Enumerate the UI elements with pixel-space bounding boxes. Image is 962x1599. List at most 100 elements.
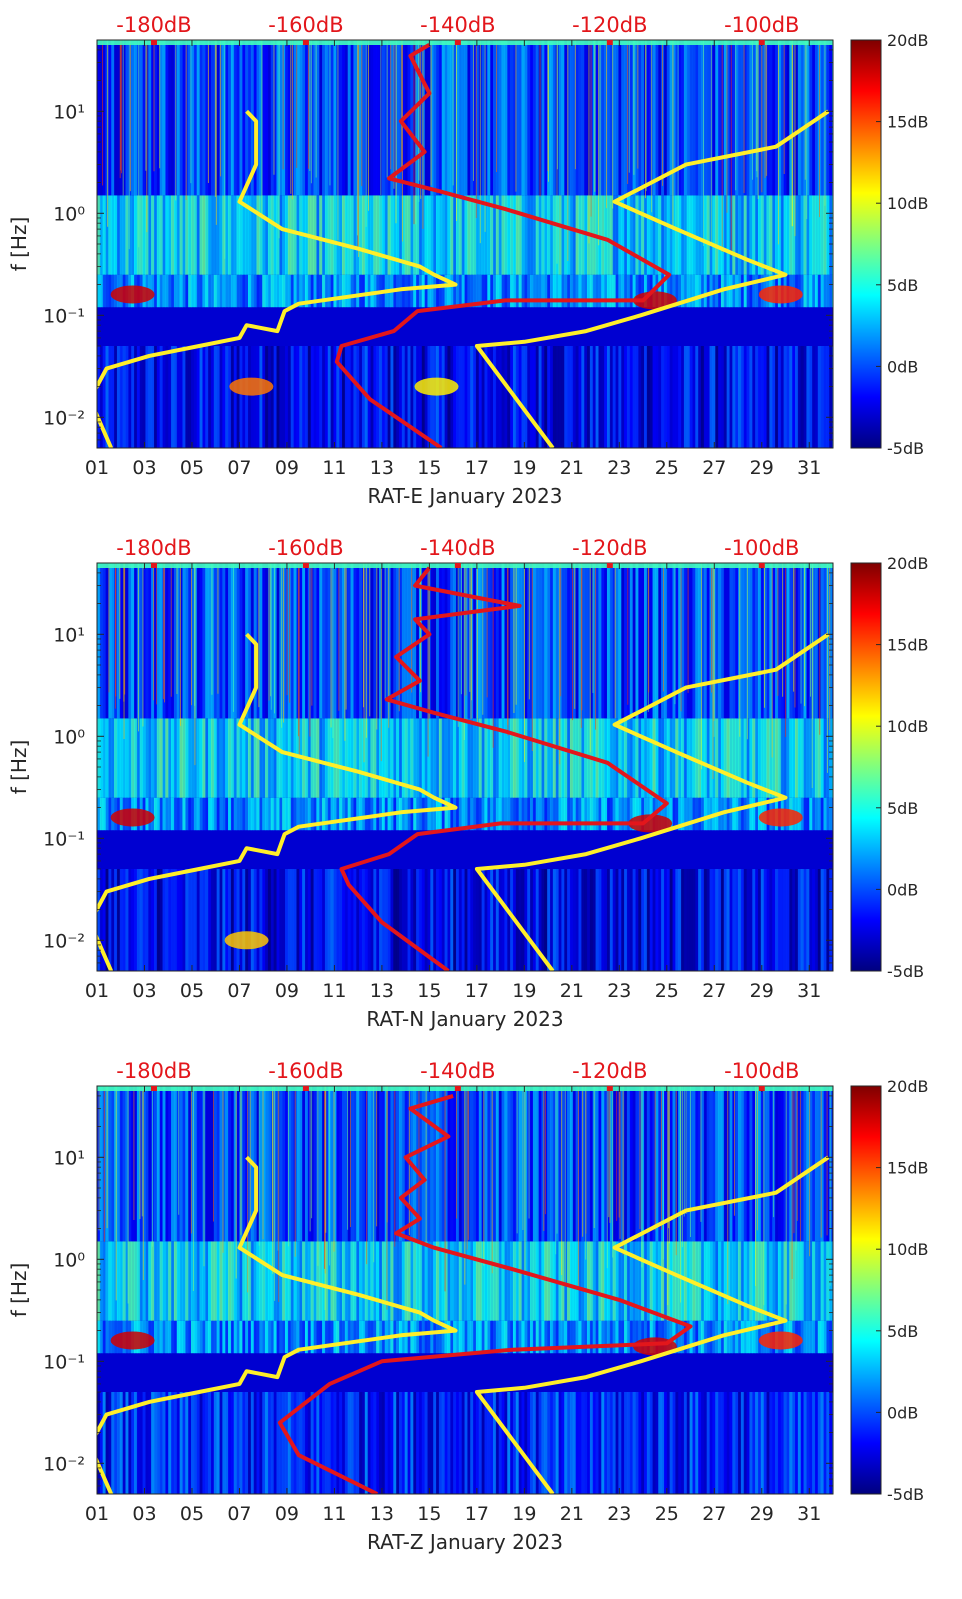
spectrogram-panel-3: 01 03 05 07 09 11 13 15 17 19 21 23 25 27 29 31 10⁻² 10⁻¹… [7,1059,929,1554]
db-scale-label: -100dB [724,536,799,560]
y-tick-label: 10⁻¹ [43,305,85,327]
x-tick-label: 05 [180,457,204,479]
series-average-noise [334,42,672,448]
x-axis-title: RAT-N January 2023 [366,1007,563,1031]
db-scale-label: -140dB [420,536,495,560]
colorbar-gradient [850,562,882,972]
x-tick-label: 15 [417,457,441,479]
x-tick-label: 23 [607,457,631,479]
colorbar: -5dB 0dB 5dB 10dB 15dB 20dB [850,31,929,458]
y-tick-label: 10⁰ [53,203,85,225]
hotspot-2 [632,291,677,310]
x-tick-label: 15 [417,1503,441,1525]
colorbar-tick-label: 20dB [887,31,929,50]
db-scale-label: -120dB [572,536,647,560]
colorbar-tick-label: 0dB [887,357,918,376]
x-tick-label: 13 [370,457,394,479]
db-scale-label: -180dB [116,13,191,37]
y-axis-title: f [Hz] [7,740,31,795]
colorbar-gradient [850,1085,882,1495]
colorbar-tick-label: 0dB [887,880,918,899]
db-scale-label: -140dB [420,13,495,37]
x-tick-label: 31 [797,1503,821,1525]
db-scale-mark [150,40,157,45]
series-noise-model-high [474,632,830,971]
db-scale-label: -100dB [724,13,799,37]
y-axis-title: f [Hz] [7,217,31,272]
db-scale-mark [606,40,613,45]
x-tick-label: 17 [465,1503,489,1525]
y-tick-label: 10⁻² [43,407,85,429]
hotspot-4 [224,931,269,950]
x-tick-label: 29 [750,980,774,1002]
db-scale-mark [302,563,309,568]
hotspot-3 [758,285,803,304]
db-scale-mark [454,40,461,45]
y-tick-label: 10⁻² [43,930,85,952]
plot-area [97,1086,833,1494]
y-tick-label: 10⁰ [53,1249,85,1271]
x-tick-label: 05 [180,980,204,1002]
db-scale-label: -180dB [116,536,191,560]
hotspot-3 [758,808,803,827]
x-tick-label: 23 [607,1503,631,1525]
x-tick-label: 09 [275,980,299,1002]
y-tick-label: 10¹ [53,624,85,646]
x-tick-label: 13 [370,980,394,1002]
x-tick-label: 29 [750,1503,774,1525]
x-tick-label: 03 [132,457,156,479]
x-tick-label: 19 [512,1503,536,1525]
db-scale-label: -160dB [268,13,343,37]
db-scale-mark [302,40,309,45]
colorbar-tick-label: 20dB [887,554,929,573]
x-tick-label: 27 [702,980,726,1002]
db-scale-label: -140dB [420,1059,495,1083]
colorbar-gradient [850,39,882,449]
x-tick-label: 25 [655,457,679,479]
db-scale-mark [150,563,157,568]
spectrogram-bands [97,563,833,971]
spectrogram-panel-1: 01 03 05 07 09 11 13 15 17 19 21 23 25 27 29 31 10⁻² 10⁻¹… [7,13,929,508]
spectrogram-panel-2: 01 03 05 07 09 11 13 15 17 19 21 23 25 27 29 31 10⁻² 10⁻¹… [7,536,929,1031]
x-tick-label: 23 [607,980,631,1002]
y-tick-label: 10⁻² [43,1453,85,1475]
x-tick-label: 31 [797,457,821,479]
db-scale-label: -180dB [116,1059,191,1083]
colorbar-tick-label: -5dB [887,962,924,981]
db-scale-label: -120dB [572,13,647,37]
x-tick-label: 07 [227,457,251,479]
x-tick-label: 07 [227,980,251,1002]
x-tick-label: 11 [322,980,346,1002]
x-tick-label: 01 [85,1503,109,1525]
x-tick-label: 19 [512,980,536,1002]
hotspot-3 [758,1331,803,1350]
db-scale-mark [758,563,765,568]
y-tick-label: 10⁰ [53,726,85,748]
x-tick-label: 07 [227,1503,251,1525]
db-scale-mark [454,1086,461,1091]
x-tick-label: 01 [85,457,109,479]
x-tick-label: 25 [655,980,679,1002]
transient-streaks [98,1086,831,1311]
x-tick-label: 03 [132,1503,156,1525]
series-noise-model-low [97,109,458,448]
colorbar-tick-label: 5dB [887,1322,918,1341]
db-scale-mark [606,1086,613,1091]
db-scale-mark [606,563,613,568]
series-noise-model-high [474,1155,830,1494]
colorbar: -5dB 0dB 5dB 10dB 15dB 20dB [850,554,929,981]
colorbar-tick-label: -5dB [887,1485,924,1504]
x-tick-label: 05 [180,1503,204,1525]
x-tick-label: 31 [797,980,821,1002]
hotspot-1 [110,1331,155,1350]
x-axis-title: RAT-Z January 2023 [367,1530,563,1554]
hotspot-4 [229,377,274,396]
db-scale-label: -160dB [268,536,343,560]
colorbar-tick-label: 10dB [887,194,929,213]
colorbar-tick-label: 15dB [887,636,929,655]
colorbar-tick-label: 10dB [887,717,929,736]
colorbar-tick-label: 15dB [887,113,929,132]
x-tick-label: 09 [275,457,299,479]
x-tick-label: 21 [560,457,584,479]
x-tick-label: 09 [275,1503,299,1525]
